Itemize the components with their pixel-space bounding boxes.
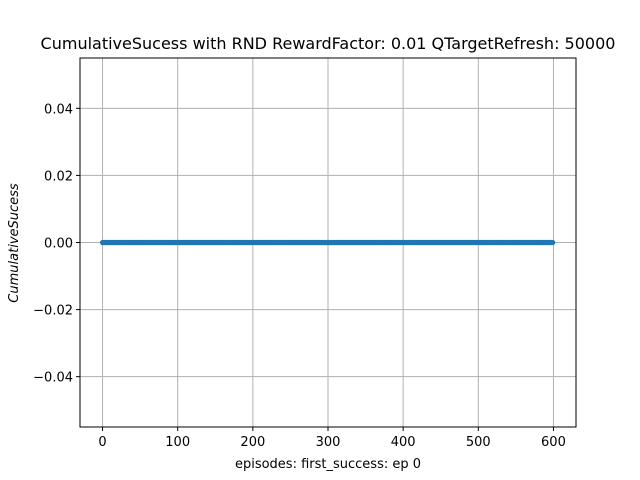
x-tick-label: 0 [98, 435, 106, 450]
series-layer [99, 239, 556, 246]
y-axis-label: CumulativeSucess [7, 183, 22, 303]
y-tick-label: 0.00 [44, 237, 73, 252]
y-tick-label: −0.02 [33, 304, 73, 319]
x-tick-label: 300 [316, 435, 341, 450]
x-tick-label: 500 [466, 435, 491, 450]
x-tick-label: 100 [165, 435, 190, 450]
x-tick-label: 400 [391, 435, 416, 450]
x-axis-label: episodes: first_success: ep 0 [235, 457, 421, 472]
y-axis: −0.04 −0.02 0.00 0.02 0.04 [33, 102, 80, 386]
x-tick-label: 200 [240, 435, 265, 450]
y-tick-label: −0.04 [33, 371, 73, 386]
data-point [550, 239, 556, 246]
x-axis: 0 100 200 300 400 500 600 [98, 427, 566, 450]
x-tick-label: 600 [541, 435, 566, 450]
y-tick-label: 0.04 [44, 102, 73, 117]
y-tick-label: 0.02 [44, 169, 73, 184]
series-points [99, 239, 556, 246]
chart-title: CumulativeSucess with RND RewardFactor: … [41, 34, 616, 53]
